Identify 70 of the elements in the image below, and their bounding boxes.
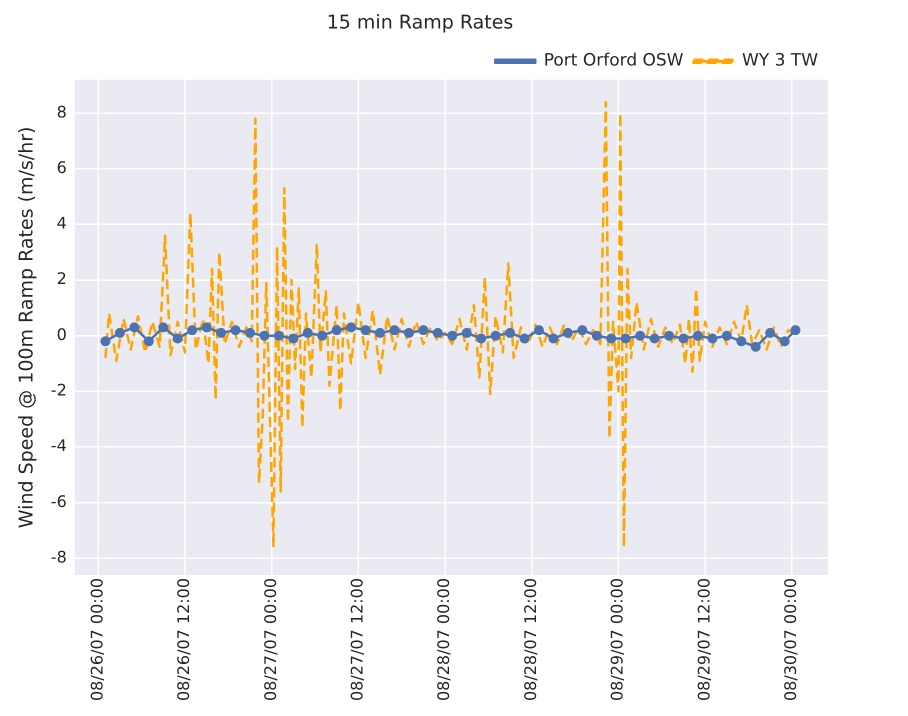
point [375,328,386,338]
point [780,336,790,346]
point [534,325,544,336]
point [317,330,328,341]
x-tick-label: 08/30/07 00:00 [781,578,800,702]
y-tick-label: 4 [56,214,67,233]
point [418,325,428,336]
x-tick-label: 08/29/07 00:00 [608,578,627,702]
point [620,334,631,344]
point [606,334,616,344]
point [432,328,443,338]
point [692,330,703,341]
point [722,330,732,341]
point [404,328,414,338]
y-axis-title: Wind Speed @ 100m Ramp Rates (m/s/hr) [15,126,38,528]
x-tick-label: 08/26/07 12:00 [174,578,194,702]
point [244,328,255,338]
point [736,336,746,346]
point [346,322,356,332]
point [548,334,558,344]
x-tick-label: 08/27/07 12:00 [348,578,367,702]
point [100,336,110,346]
point [592,330,602,341]
point [490,330,501,341]
point [750,342,761,352]
point [332,325,342,336]
point [505,328,516,338]
point [129,322,140,332]
y-tick-label: -6 [50,492,67,511]
chart-title: 15 min Ramp Rates [326,11,514,34]
y-tick-label: 2 [56,269,67,288]
point [577,325,588,336]
x-tick-label: 08/26/07 00:00 [87,578,106,702]
point [158,322,168,332]
point [678,334,688,344]
point [389,325,400,336]
point [216,328,226,338]
x-tick-label: 08/28/07 12:00 [520,578,540,702]
y-tick-label: -2 [50,380,67,400]
y-tick-label: -8 [50,547,67,566]
point [360,325,371,336]
y-tick-label: 0 [56,324,67,344]
point [476,334,486,344]
point [187,325,198,336]
y-tick-label: 8 [56,102,67,122]
y-tick-label: 6 [56,158,67,177]
point [230,325,241,336]
legend-label: Port Orford OSW [544,50,684,71]
point [520,334,530,344]
legend-label: WY 3 TW [742,50,818,71]
point [462,328,472,338]
point [707,334,718,344]
point [288,334,298,344]
point [635,330,646,341]
point [172,334,183,344]
point [650,334,660,344]
point [144,336,154,346]
point [259,330,270,341]
point [202,322,212,332]
point [274,330,284,341]
x-tick-label: 08/27/07 00:00 [260,578,280,702]
point [114,328,125,338]
point [302,328,313,338]
point [562,328,573,338]
x-tick-label: 08/28/07 00:00 [434,578,454,702]
y-tick-label: -4 [50,436,67,456]
point [664,330,674,341]
x-tick-label: 08/29/07 12:00 [694,578,714,702]
point [447,330,458,341]
point [765,328,776,338]
